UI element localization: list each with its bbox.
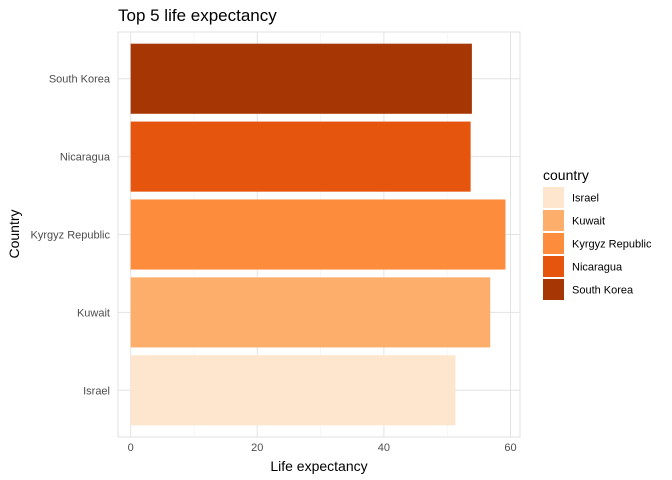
legend-swatch <box>543 187 564 208</box>
y-axis-ticks: Israel Kuwait Kyrgyz Republic Nicaragua Sout… <box>31 74 111 398</box>
x-tick-label: 0 <box>128 442 134 454</box>
x-axis-ticks: 0 20 40 60 <box>128 442 517 454</box>
legend-items: Israel Kuwait Kyrgyz Republic Nicaragua Sout… <box>543 187 652 300</box>
y-tick-label: Kuwait <box>77 307 110 319</box>
y-tick-label: Nicaragua <box>60 152 111 164</box>
x-tick-label: 60 <box>504 442 516 454</box>
legend-label: Kyrgyz Republic <box>572 239 652 251</box>
legend-label: Nicaragua <box>572 262 623 274</box>
bar-kyrgyz-republic <box>130 199 506 270</box>
x-axis-title: Life expectancy <box>270 458 367 474</box>
legend-swatch <box>543 210 564 231</box>
legend-label: Kuwait <box>572 216 605 228</box>
y-tick-label: Kyrgyz Republic <box>31 230 111 242</box>
legend-swatch <box>543 233 564 254</box>
bars <box>130 43 506 426</box>
bar-israel <box>130 355 456 426</box>
x-tick-label: 40 <box>378 442 390 454</box>
y-tick-label: South Korea <box>49 74 111 86</box>
bar-south-korea <box>130 43 472 114</box>
legend-label: South Korea <box>572 285 634 297</box>
chart-title: Top 5 life expectancy <box>118 6 277 25</box>
legend-swatch <box>543 256 564 277</box>
legend-swatch <box>543 279 564 300</box>
bar-nicaragua <box>130 121 471 192</box>
legend-title: country <box>543 167 589 183</box>
legend: country Israel Kuwait Kyrgyz Republic Nicar… <box>543 167 652 300</box>
legend-label: Israel <box>572 193 599 205</box>
bar-kuwait <box>130 277 491 348</box>
y-axis-title: Country <box>6 209 22 258</box>
x-tick-label: 20 <box>251 442 263 454</box>
y-tick-label: Israel <box>83 385 110 397</box>
